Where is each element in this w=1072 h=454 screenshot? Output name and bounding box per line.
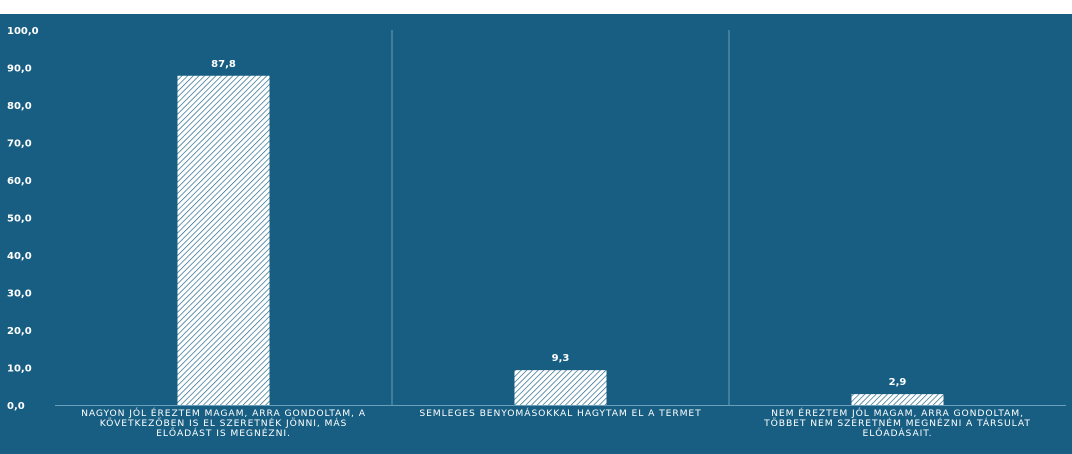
category-label: ELŐADÁST IS MEGNÉZNI. [156, 427, 291, 439]
y-tick-label: 50,0 [7, 214, 32, 225]
y-tick-label: 80,0 [7, 101, 32, 112]
y-tick-label: 10,0 [7, 364, 32, 375]
category-labels: NAGYON JÓL ÉREZTEM MAGAM, ARRA GONDOLTAM… [81, 407, 1031, 439]
y-tick-label: 30,0 [7, 289, 32, 300]
y-tick-label: 0,0 [7, 401, 25, 412]
bar [514, 370, 607, 405]
category-label: KÖVETKEZŐBEN IS EL SZERETNÉK JÖNNI, MÁS [100, 417, 348, 429]
data-label: 9,3 [552, 353, 570, 364]
category-label: NEM ÉREZTEM JÓL MAGAM, ARRA GONDOLTAM, [771, 407, 1024, 419]
y-tick-label: 90,0 [7, 64, 32, 75]
y-tick-label: 100,0 [7, 26, 39, 37]
bars [177, 75, 944, 405]
y-axis-tick-labels: 0,0 10,0 20,0 30,0 40,0 50,0 60,0 70,0 80,0 90,0 1… [7, 26, 39, 412]
bar [851, 394, 944, 405]
y-tick-label: 60,0 [7, 176, 32, 187]
data-label: 87,8 [211, 59, 236, 70]
bar [177, 75, 270, 405]
category-label: NAGYON JÓL ÉREZTEM MAGAM, ARRA GONDOLTAM… [81, 407, 366, 419]
bar-chart: 0,0 10,0 20,0 30,0 40,0 50,0 60,0 70,0 80,0 90,0 1… [7, 26, 1066, 439]
chart-area: 0,0 10,0 20,0 30,0 40,0 50,0 60,0 70,0 80,0 90,0 1… [0, 14, 1072, 454]
data-label: 2,9 [889, 377, 907, 388]
category-label: TÖBBET NEM SZERETNÉM MEGNÉZNI A TÁRSULAT [763, 417, 1031, 429]
category-separators [391, 30, 730, 405]
category-label: ELŐADÁSAIT. [863, 427, 933, 439]
y-tick-label: 20,0 [7, 326, 32, 337]
y-tick-label: 40,0 [7, 251, 32, 262]
y-tick-label: 70,0 [7, 139, 32, 150]
category-label: SEMLEGES BENYOMÁSOKKAL HAGYTAM EL A TERM… [419, 407, 701, 419]
data-labels: 87,8 9,3 2,9 [211, 59, 906, 388]
